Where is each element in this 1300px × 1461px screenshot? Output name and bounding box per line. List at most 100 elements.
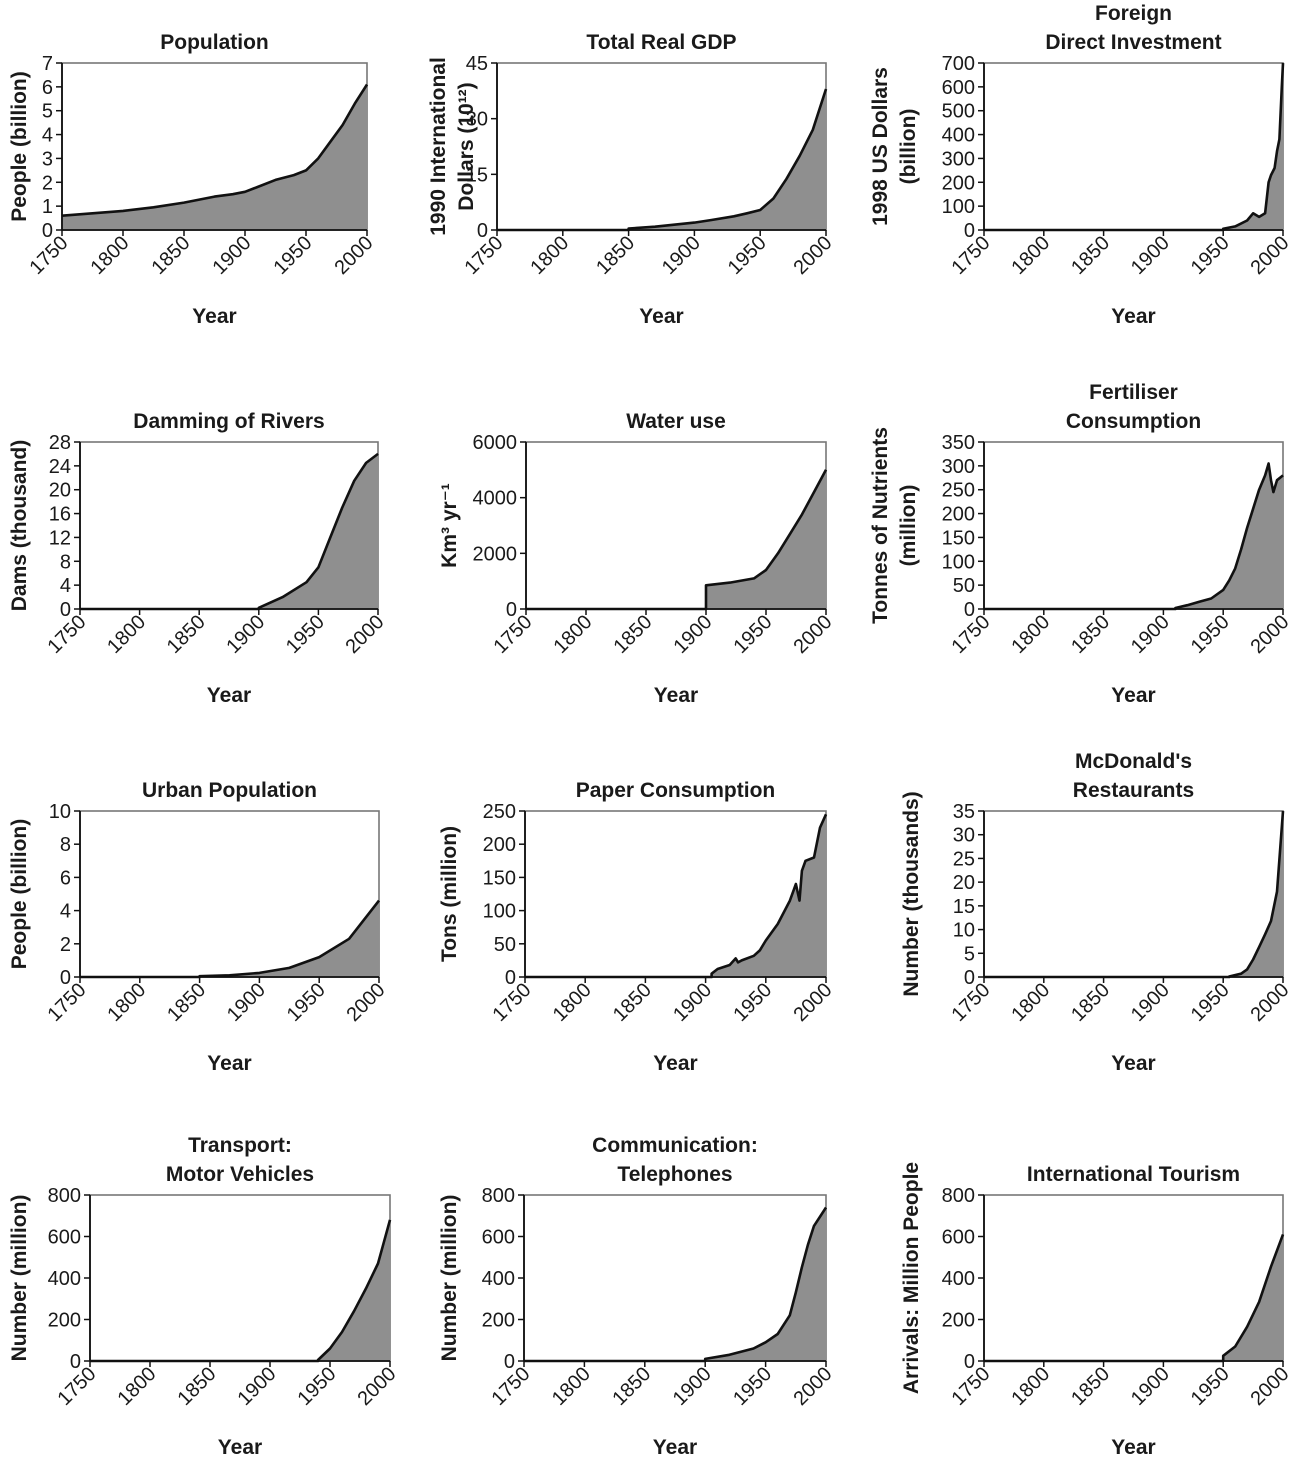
y-tick-label: 600 [942,1227,975,1249]
plot-frame [983,810,1284,978]
x-axis-label: Year [1111,1436,1155,1459]
x-tick-label: 1900 [1127,1363,1174,1410]
x-tick-label: 1850 [592,232,639,279]
x-tick-label: 1850 [1067,611,1114,658]
y-tick-label: 800 [48,1185,81,1207]
y-tick-label: 35 [953,801,975,823]
y-tick-label: 600 [48,1227,81,1249]
x-tick-label: 1900 [234,1363,281,1410]
y-tick-label: 350 [942,432,975,454]
x-tick-label: 1750 [948,979,995,1026]
y-axis-label: Arrivals: Million People [900,1162,923,1394]
y-tick-label: 0 [42,220,53,242]
x-axis-label: Year [654,684,698,707]
y-tick-label: 4 [60,901,71,923]
x-tick-label: 1800 [550,611,597,658]
x-tick-label: 2000 [790,1363,837,1410]
x-tick-label: 2000 [790,611,837,658]
x-tick-label: 1800 [114,1363,161,1410]
y-tick-label: 300 [942,148,975,170]
chart-title: Telephones [617,1163,732,1186]
series-area [706,469,826,609]
y-tick-label: 200 [942,172,975,194]
x-tick-label: 1800 [87,232,134,279]
y-tick-label: 0 [506,599,517,621]
x-tick-label: 1750 [461,232,508,279]
y-tick-label: 6000 [473,432,518,454]
y-tick-label: 400 [482,1268,515,1290]
series-area [258,453,378,609]
y-tick-label: 150 [942,527,975,549]
chart-title: Restaurants [1073,779,1194,802]
y-tick-label: 400 [48,1268,81,1290]
y-tick-label: 6 [60,867,71,889]
plot-frame [983,1194,1284,1362]
y-tick-label: 0 [964,599,975,621]
y-tick-label: 0 [60,599,71,621]
series-area [1175,463,1283,609]
y-tick-label: 0 [60,967,71,989]
series-area [199,900,379,977]
y-tick-label: 700 [942,53,975,75]
y-tick-label: 800 [482,1185,515,1207]
chart-title: Water use [626,410,726,433]
y-axis-label: Number (million) [8,1195,31,1362]
x-tick-label: 1850 [174,1363,221,1410]
chart-title: Transport: [188,1134,292,1157]
y-tick-label: 0 [964,1351,975,1373]
x-tick-label: 1900 [670,611,717,658]
chart-vehicles: 0 200 400 600 800 1750 1800 1850 1900 1950 2000 Yea… [8,1134,401,1459]
y-tick-label: 200 [48,1310,81,1332]
x-axis-label: Year [1111,1052,1155,1075]
chart-title: Fertiliser [1089,381,1178,404]
chart-urban: 0 2 4 6 8 10 1750 1800 1850 1900 1950 2000 Year Urban… [8,779,390,1075]
x-tick-label: 2000 [1247,1363,1294,1410]
chart-title: Damming of Rivers [133,410,324,433]
x-tick-label: 1950 [282,611,329,658]
y-tick-label: 5 [42,101,53,123]
y-tick-label: 600 [482,1227,515,1249]
y-tick-label: 400 [942,1268,975,1290]
y-axis-label: Dams (thousand) [8,440,31,612]
y-tick-label: 45 [466,53,488,75]
y-axis-label: Dollars (10¹²) [455,82,478,210]
y-tick-label: 15 [953,896,975,918]
y-tick-label: 15 [466,164,488,186]
chart-title: Urban Population [142,779,317,802]
y-tick-label: 2 [42,172,53,194]
x-tick-label: 1850 [1067,232,1114,279]
y-tick-label: 100 [942,551,975,573]
x-tick-label: 1900 [223,979,270,1026]
series-area [1223,63,1283,230]
y-tick-label: 800 [942,1185,975,1207]
y-tick-label: 200 [482,1310,515,1332]
y-tick-label: 28 [49,432,71,454]
x-tick-label: 1850 [1067,1363,1114,1410]
y-tick-label: 4 [60,575,71,597]
chart-title: Communication: [592,1134,758,1157]
series-area [1223,1234,1283,1361]
y-tick-label: 20 [49,480,71,502]
series-line [525,813,828,979]
x-tick-label: 1950 [1187,1363,1234,1410]
y-tick-label: 10 [953,920,975,942]
x-axis-label: Year [207,1052,251,1075]
y-tick-label: 0 [504,1351,515,1373]
x-tick-label: 2000 [790,232,837,279]
y-tick-label: 8 [60,551,71,573]
x-tick-label: 1900 [1127,979,1174,1026]
x-tick-label: 1900 [669,979,716,1026]
y-tick-label: 300 [942,456,975,478]
y-tick-label: 1 [42,196,53,218]
x-axis-label: Year [639,305,683,328]
y-tick-label: 0 [964,967,975,989]
x-axis-label: Year [653,1436,697,1459]
y-tick-label: 50 [494,934,516,956]
x-tick-label: 1950 [1187,232,1234,279]
chart-title: McDonald's [1075,750,1192,773]
x-tick-label: 1750 [488,1363,535,1410]
x-tick-label: 1750 [26,232,73,279]
